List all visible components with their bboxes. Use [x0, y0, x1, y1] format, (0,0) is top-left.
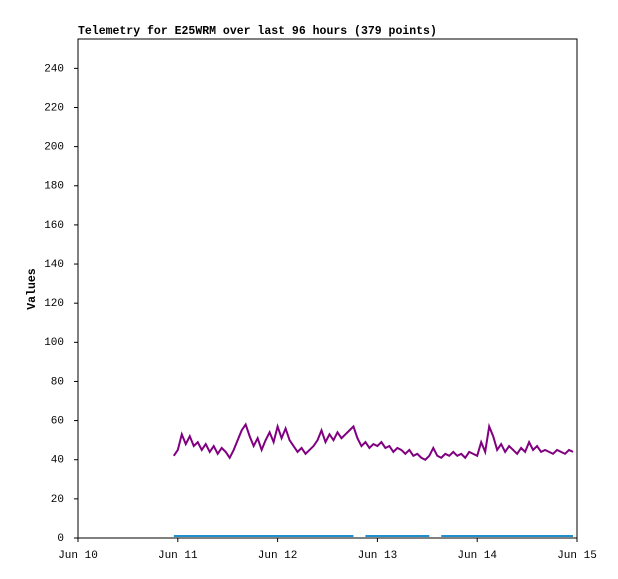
y-tick-label: 100 — [44, 337, 64, 349]
y-tick-label: 80 — [51, 376, 64, 388]
x-tick-label: Jun 14 — [457, 550, 497, 562]
x-tick-label: Jun 11 — [158, 550, 198, 562]
series-line — [172, 422, 574, 461]
y-tick-label: 200 — [44, 142, 64, 154]
y-tick-label: 40 — [51, 455, 64, 467]
y-tick-label: 20 — [51, 494, 64, 506]
x-tick-label: Jun 10 — [58, 550, 98, 562]
y-tick-label: 180 — [44, 181, 64, 193]
y-tick-label: 0 — [57, 533, 64, 545]
x-tick-label: Jun 13 — [358, 550, 398, 562]
x-tick-label: Jun 12 — [258, 550, 298, 562]
y-tick-label: 220 — [44, 102, 64, 114]
y-tick-label: 240 — [44, 63, 64, 75]
chart-title: Telemetry for E25WRM over last 96 hours … — [78, 25, 437, 38]
y-tick-label: 120 — [44, 298, 64, 310]
x-tick-label: Jun 15 — [557, 550, 597, 562]
y-axis-label: Values — [26, 268, 39, 310]
y-tick-label: 160 — [44, 220, 64, 232]
y-tick-label: 60 — [51, 415, 64, 427]
plot-frame — [77, 38, 578, 539]
y-tick-label: 140 — [44, 259, 64, 271]
